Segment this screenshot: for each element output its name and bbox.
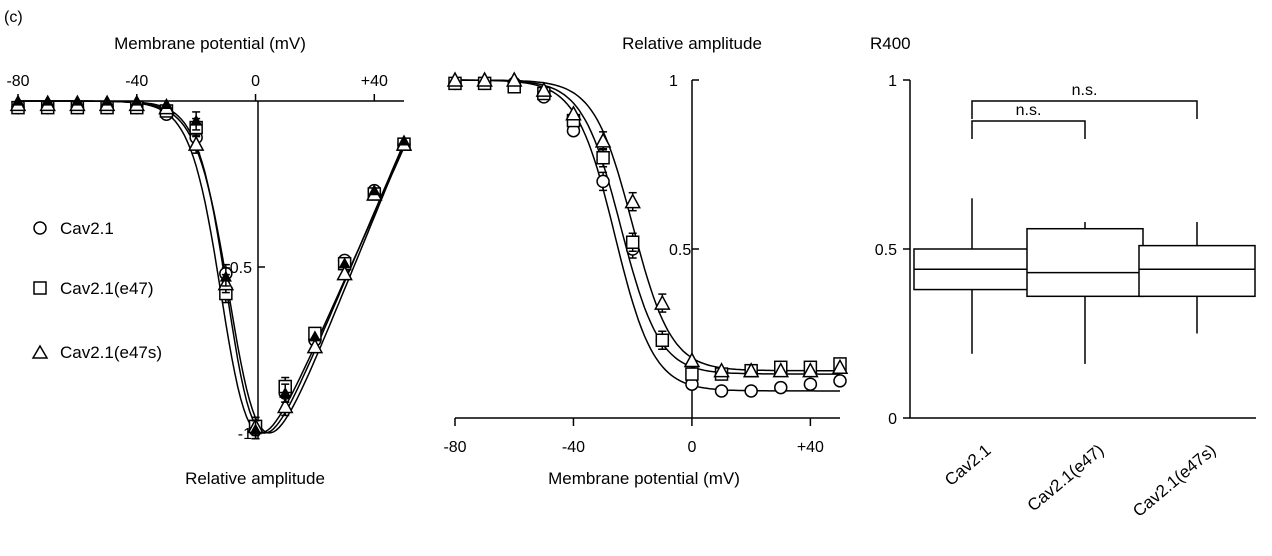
data-point <box>276 397 294 414</box>
data-point <box>100 94 114 106</box>
y-tick-label: 0.5 <box>230 260 252 277</box>
triangle-icon <box>31 344 49 359</box>
data-point <box>190 114 203 126</box>
data-point <box>774 380 788 395</box>
data-point <box>535 81 553 97</box>
series-square <box>11 100 411 437</box>
bracket-line <box>971 100 1198 119</box>
box-1 <box>1026 221 1144 364</box>
data-point <box>596 150 610 165</box>
data-point <box>160 97 173 109</box>
data-point <box>306 338 324 354</box>
series-triangle <box>446 71 849 378</box>
data-point <box>446 71 464 87</box>
category-label: Cav2.1(e47) <box>1024 441 1108 516</box>
panel-r400-boxplot: R400 0 0.5 1 n.s. n.s. Cav2.1 Cav2.1(e47) Cav… <box>870 34 1256 521</box>
x-tick-label: 0 <box>251 73 260 90</box>
category-label: Cav2.1(e47s) <box>1129 441 1219 521</box>
square-icon <box>33 281 47 295</box>
box-0 <box>913 198 1031 354</box>
data-point <box>833 374 847 388</box>
fit-curve <box>455 79 840 392</box>
legend-item-cav2-1-e47s: Cav2.1(e47s) <box>31 343 162 362</box>
y-tick-label: 0.5 <box>669 242 691 259</box>
y-tick-label: 1 <box>669 73 678 90</box>
significance-bracket: n.s. <box>971 82 1198 119</box>
bracket-line <box>971 120 1086 139</box>
data-point <box>279 386 292 398</box>
data-point <box>249 423 262 435</box>
data-point <box>683 351 701 368</box>
data-point <box>130 94 143 106</box>
data-point <box>714 384 729 398</box>
data-point <box>803 377 818 391</box>
x-tick-label: -80 <box>6 73 29 90</box>
series-circle <box>448 76 847 398</box>
circle-icon <box>33 221 47 235</box>
panel-a-top-title: Membrane potential (mV) <box>114 34 306 53</box>
panel-iv-curve: Membrane potential (mV) Relative amplitu… <box>6 34 413 488</box>
legend-item-cav2-1: Cav2.1 <box>33 219 114 238</box>
data-point <box>187 135 205 151</box>
panel-c-title: R400 <box>870 34 911 53</box>
panel-b-x-label: Membrane potential (mV) <box>548 469 740 488</box>
data-point <box>397 134 411 146</box>
data-point <box>368 184 381 196</box>
data-point <box>831 358 849 375</box>
data-point <box>565 105 582 121</box>
panel-inactivation-curve: Relative amplitude Membrane potential (m… <box>443 34 849 488</box>
data-point <box>744 384 758 398</box>
category-label: Cav2.1 <box>941 441 994 490</box>
series-triangle-filled <box>11 94 411 440</box>
legend-item-cav2-1-e47: Cav2.1(e47) <box>33 279 154 298</box>
bracket-label: n.s. <box>1016 102 1042 119</box>
data-point <box>742 362 760 378</box>
x-tick-label: -40 <box>562 439 585 456</box>
legend-label: Cav2.1(e47s) <box>60 343 162 362</box>
data-point <box>625 235 640 249</box>
box-iqr <box>1138 244 1256 298</box>
panel-a-bottom-title: Relative amplitude <box>185 469 325 488</box>
data-point <box>41 94 54 106</box>
data-point <box>713 362 730 378</box>
data-point <box>772 362 790 378</box>
x-tick-label: -40 <box>125 73 148 90</box>
y-tick-label: 0.5 <box>875 242 897 259</box>
y-tick-label: 1 <box>888 73 897 90</box>
data-point <box>505 71 523 87</box>
data-point <box>685 367 699 381</box>
data-point <box>476 71 493 87</box>
data-point <box>596 174 610 189</box>
box-iqr <box>1026 227 1144 298</box>
panel-label: (c) <box>4 9 23 26</box>
box-2 <box>1138 221 1256 334</box>
bracket-label: n.s. <box>1072 82 1098 99</box>
x-tick-label: +40 <box>361 73 388 90</box>
fit-curve <box>455 79 840 375</box>
legend-label: Cav2.1 <box>60 219 114 238</box>
panel-b-title: Relative amplitude <box>622 34 762 53</box>
x-tick-label: -80 <box>443 439 466 456</box>
data-point <box>624 193 641 209</box>
data-point <box>802 362 819 378</box>
data-point <box>71 94 84 106</box>
y-tick-label: -1 <box>238 426 252 443</box>
data-point <box>655 333 670 348</box>
fit-curve <box>455 79 840 372</box>
significance-bracket: n.s. <box>971 102 1086 139</box>
y-tick-label: 0 <box>888 411 897 428</box>
series-square <box>448 76 847 381</box>
data-point <box>219 270 232 282</box>
x-tick-label: 0 <box>687 439 696 456</box>
data-point <box>594 132 612 148</box>
data-point <box>11 94 25 106</box>
legend: Cav2.1 Cav2.1(e47) Cav2.1(e47s) <box>31 219 162 362</box>
data-point <box>654 294 671 310</box>
legend-label: Cav2.1(e47) <box>60 279 154 298</box>
x-tick-label: +40 <box>797 439 824 456</box>
data-point <box>308 330 322 342</box>
data-point <box>336 265 353 281</box>
data-point <box>338 257 351 269</box>
